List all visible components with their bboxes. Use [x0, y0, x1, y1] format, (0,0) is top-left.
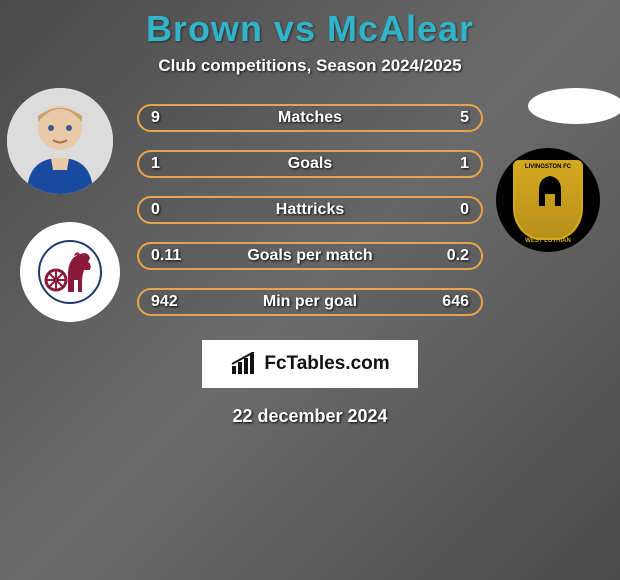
person-placeholder-icon — [7, 88, 113, 194]
stat-left-value: 0 — [151, 201, 191, 219]
bar-chart-icon — [230, 352, 258, 376]
stat-label: Goals — [288, 155, 332, 173]
stat-right-value: 5 — [429, 109, 469, 127]
stat-left-value: 9 — [151, 109, 191, 127]
page-title: Brown vs McAlear — [146, 8, 474, 50]
stat-right-value: 0.2 — [429, 247, 469, 265]
stat-row: 942 Min per goal 646 — [137, 288, 483, 316]
stat-left-value: 0.11 — [151, 247, 191, 265]
comparison-card: Brown vs McAlear Club competitions, Seas… — [0, 0, 620, 427]
stats-area: LIVINGSTON FC WEST LOTHIAN 9 Matches 5 1… — [0, 104, 620, 427]
shield-icon: LIVINGSTON FC — [513, 160, 583, 240]
stat-left-value: 1 — [151, 155, 191, 173]
brand-box[interactable]: FcTables.com — [202, 340, 418, 388]
stat-right-value: 646 — [429, 293, 469, 311]
club-crest-right: LIVINGSTON FC WEST LOTHIAN — [496, 148, 600, 252]
page-subtitle: Club competitions, Season 2024/2025 — [158, 56, 461, 76]
crest-bottom-label: WEST LOTHIAN — [496, 238, 600, 244]
stat-label: Min per goal — [263, 293, 357, 311]
crest-top-label: LIVINGSTON FC — [515, 164, 581, 170]
player-right-photo — [528, 88, 620, 124]
lion-icon — [533, 170, 567, 210]
stat-row: 0.11 Goals per match 0.2 — [137, 242, 483, 270]
stat-row: 1 Goals 1 — [137, 150, 483, 178]
brand-text: FcTables.com — [264, 353, 389, 375]
player-left-photo — [7, 88, 113, 194]
stat-label: Goals per match — [247, 247, 372, 265]
club-crest-left — [20, 222, 120, 322]
stat-right-value: 0 — [429, 201, 469, 219]
stat-row: 0 Hattricks 0 — [137, 196, 483, 224]
stat-left-value: 942 — [151, 293, 191, 311]
stat-right-value: 1 — [429, 155, 469, 173]
stat-label: Matches — [278, 109, 342, 127]
stat-label: Hattricks — [276, 201, 344, 219]
stat-row: 9 Matches 5 — [137, 104, 483, 132]
date-label: 22 december 2024 — [232, 406, 387, 427]
horse-crest-icon — [38, 240, 102, 304]
